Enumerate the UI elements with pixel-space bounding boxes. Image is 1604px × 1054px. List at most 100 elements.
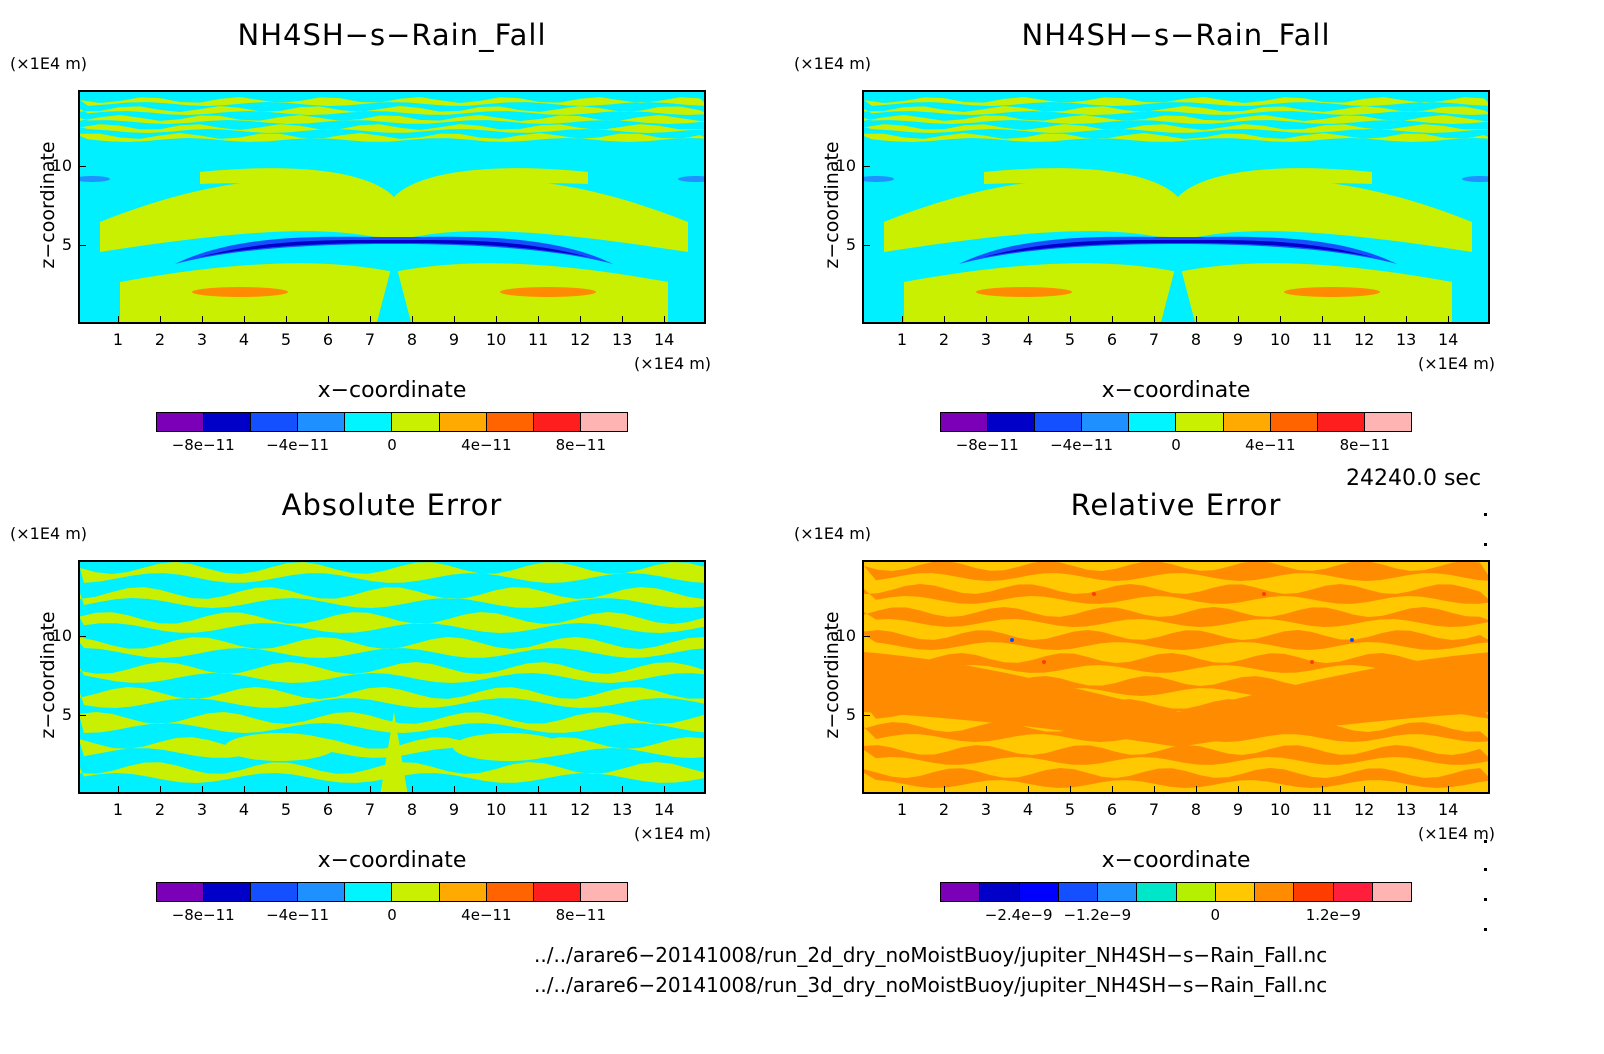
- x-tick-label: 7: [364, 800, 376, 819]
- colorbar-swatch: [941, 883, 981, 901]
- x-tick-mark: [201, 786, 203, 794]
- colorbar-tick-label: −8e−11: [171, 436, 235, 454]
- x-tick-label: 8: [1190, 330, 1202, 349]
- x-tick-label: 3: [980, 330, 991, 349]
- x-tick-mark: [621, 316, 623, 324]
- colorbar-swatch: [1333, 883, 1373, 901]
- y-unit-label: (×1E4 m): [10, 54, 88, 73]
- colorbar-swatch: [392, 413, 440, 431]
- colorbar-tick-label: 0: [1210, 906, 1221, 924]
- x-tick-label: 4: [238, 330, 250, 349]
- x-tick-mark: [411, 786, 413, 794]
- x-tick-mark: [1069, 316, 1071, 324]
- colorbar-swatch: [988, 413, 1036, 431]
- colorbar-swatch: [1098, 883, 1138, 901]
- heatmap-svg: [80, 97, 704, 322]
- x-tick-mark: [327, 316, 329, 324]
- colorbar-swatch: [345, 413, 393, 431]
- x-axis-label: x−coordinate: [317, 848, 467, 873]
- heatmap-plot-area: [862, 90, 1490, 324]
- x-tick-mark: [1447, 786, 1449, 794]
- colorbar-swatch: [580, 883, 627, 901]
- x-tick-mark: [1111, 316, 1113, 324]
- colorbar-swatch: [439, 883, 487, 901]
- x-tick-label: 3: [980, 800, 991, 819]
- x-tick-mark: [537, 786, 539, 794]
- y-tick-label: 10: [835, 625, 856, 645]
- margin-dot: [1484, 543, 1487, 546]
- colorbar-tick-label: 0: [1171, 436, 1181, 454]
- x-tick-mark: [1195, 786, 1197, 794]
- x-tick-mark: [943, 316, 945, 324]
- y-tick-mark: [862, 165, 870, 167]
- time-stamp: 24240.0 sec: [1346, 466, 1482, 491]
- x-tick-label: 5: [280, 330, 292, 349]
- colorbar-swatch: [1215, 883, 1255, 901]
- colorbar-swatch: [533, 883, 581, 901]
- x-tick-mark: [1321, 316, 1323, 324]
- colorbar-tick-label: 1.2e−9: [1305, 906, 1361, 924]
- x-tick-mark: [1363, 316, 1365, 324]
- x-tick-mark: [1153, 316, 1155, 324]
- colorbar-swatch: [157, 413, 205, 431]
- margin-dot: [1484, 840, 1487, 843]
- x-unit-label: (×1E4 m): [634, 824, 712, 843]
- colorbar-swatch: [157, 883, 205, 901]
- x-unit-label: (×1E4 m): [1418, 354, 1496, 373]
- x-tick-label: 6: [322, 330, 334, 349]
- x-tick-label: 12: [569, 800, 591, 819]
- colorbar-swatch: [580, 413, 627, 431]
- x-tick-label: 4: [1022, 800, 1034, 819]
- x-tick-label: 3: [196, 800, 207, 819]
- colorbar-swatch: [392, 883, 440, 901]
- x-tick-label: 1: [896, 330, 907, 349]
- colorbar-tick-label: 0: [387, 906, 397, 924]
- y-tick-mark: [78, 165, 86, 167]
- x-tick-label: 12: [569, 330, 591, 349]
- x-tick-mark: [943, 786, 945, 794]
- y-axis-label: z−coordinate: [821, 611, 843, 739]
- y-tick-label: 10: [51, 625, 72, 645]
- y-tick-label: 10: [835, 155, 856, 175]
- y-tick-mark: [78, 244, 86, 246]
- colorbar-tick-label: −8e−11: [955, 436, 1019, 454]
- colorbar-tick-label: −1.2e−9: [1063, 906, 1132, 924]
- x-tick-label: 5: [1064, 330, 1076, 349]
- colorbar-tick-label: −4e−11: [266, 436, 330, 454]
- x-tick-mark: [663, 786, 665, 794]
- margin-dot: [1484, 868, 1487, 871]
- x-tick-mark: [159, 316, 161, 324]
- colorbar-swatch: [486, 883, 534, 901]
- x-tick-mark: [1279, 316, 1281, 324]
- chart-title: NH4SH−s−Rain_Fall: [237, 18, 547, 52]
- x-tick-mark: [579, 786, 581, 794]
- x-tick-label: 6: [322, 800, 334, 819]
- colorbar-swatch: [251, 413, 299, 431]
- x-tick-label: 14: [653, 800, 675, 819]
- x-tick-label: 7: [1148, 330, 1160, 349]
- x-tick-mark: [159, 786, 161, 794]
- x-tick-mark: [621, 786, 623, 794]
- heatmap-plot-area: [862, 560, 1490, 794]
- x-tick-mark: [243, 786, 245, 794]
- colorbar-swatch: [980, 883, 1020, 901]
- x-tick-mark: [453, 316, 455, 324]
- x-tick-label: 8: [406, 800, 418, 819]
- margin-dot: [1484, 513, 1487, 516]
- colorbar-swatch: [1364, 413, 1411, 431]
- x-tick-mark: [985, 786, 987, 794]
- x-tick-label: 3: [196, 330, 207, 349]
- x-tick-mark: [327, 786, 329, 794]
- colorbar-swatch: [298, 883, 346, 901]
- colorbar: [156, 412, 628, 432]
- heatmap-svg: [864, 97, 1488, 322]
- field-contours: [864, 562, 1488, 788]
- colorbar-swatch: [1129, 413, 1177, 431]
- y-tick-label: 5: [61, 234, 72, 254]
- x-tick-label: 9: [448, 800, 460, 819]
- y-tick-label: 5: [61, 704, 72, 724]
- x-tick-label: 8: [1190, 800, 1202, 819]
- colorbar-swatch: [1317, 413, 1365, 431]
- x-tick-label: 10: [1269, 330, 1291, 349]
- colorbar-tick-label: 8e−11: [555, 906, 607, 924]
